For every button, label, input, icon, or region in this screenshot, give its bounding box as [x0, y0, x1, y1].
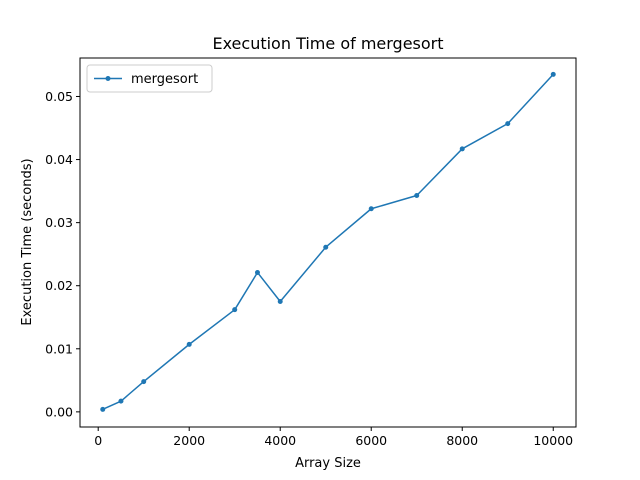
y-axis-ticks: 0.00 0.01 0.02 0.03 0.04 0.05: [45, 89, 80, 419]
chart-title: Execution Time of mergesort: [212, 34, 443, 53]
y-tick-label: 0.00: [45, 404, 73, 419]
data-point: [277, 298, 283, 304]
data-point: [141, 379, 147, 385]
data-point: [505, 121, 511, 127]
x-tick-label: 4000: [264, 433, 296, 448]
data-point: [100, 406, 106, 412]
x-tick-label: 8000: [446, 433, 478, 448]
y-tick-label: 0.01: [45, 341, 73, 356]
y-tick-label: 0.05: [45, 89, 73, 104]
x-tick-label: 6000: [355, 433, 387, 448]
x-tick-label: 0: [94, 433, 102, 448]
data-point: [459, 146, 465, 152]
legend-series-label: mergesort: [131, 72, 198, 87]
data-point: [550, 71, 556, 77]
x-axis-label: Array Size: [295, 456, 361, 471]
data-point: [186, 341, 192, 347]
data-point: [254, 269, 260, 275]
series-layer: [100, 71, 556, 412]
plot-frame: [79, 57, 577, 428]
x-tick-label: 2000: [173, 433, 205, 448]
y-tick-label: 0.04: [45, 152, 73, 167]
legend-box: [86, 64, 213, 93]
data-point: [118, 398, 124, 404]
data-point: [368, 206, 374, 212]
data-point: [323, 244, 329, 250]
y-tick-label: 0.02: [45, 278, 73, 293]
legend-series-marker: [105, 76, 111, 81]
data-point: [232, 307, 238, 313]
data-point: [414, 193, 420, 199]
y-axis-label: Execution Time (seconds): [20, 158, 35, 325]
x-tick-label: 10000: [533, 433, 573, 448]
y-tick-label: 0.03: [45, 215, 73, 230]
x-axis-ticks: 0 2000 4000 6000 8000 10000: [94, 427, 573, 448]
legend: mergesort: [86, 64, 213, 93]
